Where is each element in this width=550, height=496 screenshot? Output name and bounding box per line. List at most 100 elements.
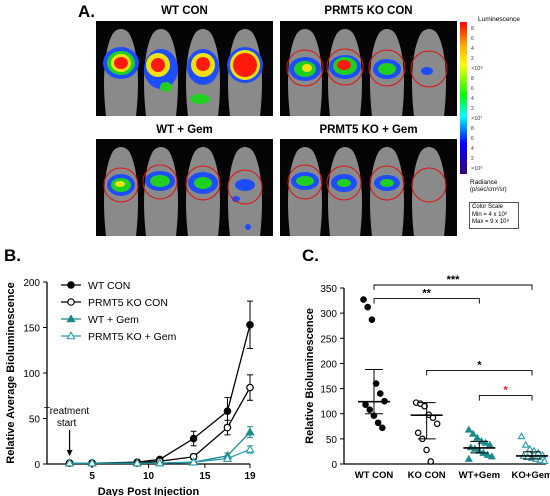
significance-stars: ***	[447, 274, 461, 286]
panel-b-label: B.	[4, 246, 21, 265]
colorbar-tick-label: 6	[471, 86, 474, 92]
colorbar-tick-label: ×10⁸	[471, 66, 483, 72]
x-tick-label: 10	[143, 471, 155, 482]
annotation-line2: start	[57, 418, 77, 429]
x-tick-label: 19	[244, 471, 256, 482]
data-point	[433, 420, 441, 428]
y-tick-label: 350	[320, 284, 337, 295]
colorbar-tick-label: 4	[471, 96, 474, 102]
data-point	[223, 423, 232, 432]
data-point	[464, 425, 473, 433]
data-point	[366, 406, 374, 413]
data-point	[368, 316, 376, 323]
radiance-units: (p/sec/cm²/sr)	[470, 187, 507, 193]
significance-bracket	[373, 284, 533, 290]
data-point	[132, 458, 142, 467]
data-point	[473, 433, 482, 441]
data-point	[464, 454, 473, 462]
colorbar-tick-label: 4	[471, 46, 474, 52]
x-tick-label: WT+Gem	[459, 470, 500, 481]
roi-circles	[286, 48, 448, 88]
group-0	[358, 296, 390, 432]
y-tick-label: 300	[320, 309, 337, 320]
y-tick-label: 150	[23, 324, 40, 335]
chart-b-line: 0 50 100 150 200 5 10 15 19 Days Post Injection Re…	[5, 278, 256, 496]
legend-marker	[66, 331, 76, 340]
chart-c-scatter: 0 50 100 150 200 250 300 350 WT CON KO CON WT+Gem K…	[304, 274, 550, 481]
panel-c-label: C.	[302, 246, 319, 265]
group-title-ko-con: PRMT5 KO CON	[324, 5, 413, 17]
colorbar-tick-label: 2	[471, 106, 474, 112]
significance-stars: *	[504, 385, 509, 397]
colorbar-tick-label: ×10⁷	[471, 116, 483, 122]
colorbar-ticks: 8 6 4 2 ×10⁸ 8 6 4 2 ×10⁷ 8 6 4 2 ×10⁶	[468, 22, 498, 174]
x-tick-label: 15	[199, 471, 211, 482]
image-wt-gem	[96, 139, 273, 236]
y-axis-label: Relative Bioluminescence	[304, 308, 316, 444]
panel-a-label: A.	[78, 2, 95, 21]
legend-marker	[66, 314, 76, 323]
colorbar-title: Luminescence	[478, 16, 520, 23]
data-point	[246, 383, 254, 392]
series-1	[65, 374, 254, 467]
significance-stars: *	[477, 359, 482, 371]
series-3	[64, 444, 255, 467]
data-point	[540, 456, 549, 464]
annotation-line1: Treatment	[44, 406, 89, 417]
data-point	[483, 450, 492, 458]
data-point	[414, 429, 422, 437]
signal-blobs	[107, 171, 255, 230]
x-axis-label: Days Post Injection	[98, 486, 200, 496]
y-tick-label: 100	[23, 369, 40, 380]
color-scale-title: Color Scale	[472, 204, 504, 210]
data-point	[222, 453, 233, 462]
data-point	[362, 401, 369, 408]
colorbar-tick-label: 8	[471, 26, 474, 32]
x-tick-label: KO CON	[408, 470, 446, 481]
data-point	[427, 458, 435, 465]
group-title-wt-con: WT CON	[161, 5, 208, 17]
data-point	[517, 432, 526, 440]
x-tick-label: WT CON	[355, 470, 394, 481]
y-tick-label: 0	[331, 460, 337, 471]
significance-bracket	[426, 370, 533, 376]
data-point	[536, 455, 545, 463]
data-point	[372, 380, 380, 387]
colorbar-tick-label: 6	[471, 36, 474, 42]
series-line	[69, 324, 251, 464]
colorbar-tick-label: ×10⁶	[471, 166, 483, 172]
y-tick-label: 150	[320, 385, 337, 396]
data-point	[421, 402, 428, 410]
y-tick-label: 200	[23, 278, 40, 289]
colorbar-tick-label: 8	[471, 76, 474, 82]
x-tick-label: 5	[89, 471, 95, 482]
colorbar-gradient	[460, 22, 467, 174]
y-axis-label: Relative Average Bioluminescence	[5, 282, 17, 463]
y-tick-label: 0	[34, 460, 40, 471]
colorbar-tick-label: 6	[471, 136, 474, 142]
y-tick-label: 50	[29, 415, 41, 426]
signal-blobs	[289, 55, 433, 81]
data-point	[223, 407, 232, 416]
significance-bracket	[478, 395, 533, 401]
data-point	[87, 458, 97, 467]
data-point	[525, 444, 534, 452]
significance-bracket	[373, 298, 480, 304]
legend-marker	[67, 281, 75, 289]
image-wt-con	[96, 21, 273, 116]
legend-label: PRMT5 KO + Gem	[88, 331, 177, 343]
data-point	[364, 303, 372, 311]
group-1	[410, 399, 443, 465]
legend-label: WT + Gem	[88, 314, 139, 326]
data-point	[64, 458, 75, 467]
legend-marker	[67, 298, 75, 306]
data-point	[468, 429, 478, 437]
colorbar-tick-label: 8	[471, 126, 474, 132]
data-point	[423, 446, 430, 454]
annotation-arrowhead	[66, 450, 73, 456]
significance-stars: **	[422, 288, 431, 300]
x-tick-label: KO+Gem	[512, 470, 550, 481]
group-3	[516, 432, 549, 464]
group-title-ko-gem: PRMT5 KO + Gem	[319, 124, 418, 136]
series-line	[69, 387, 251, 464]
